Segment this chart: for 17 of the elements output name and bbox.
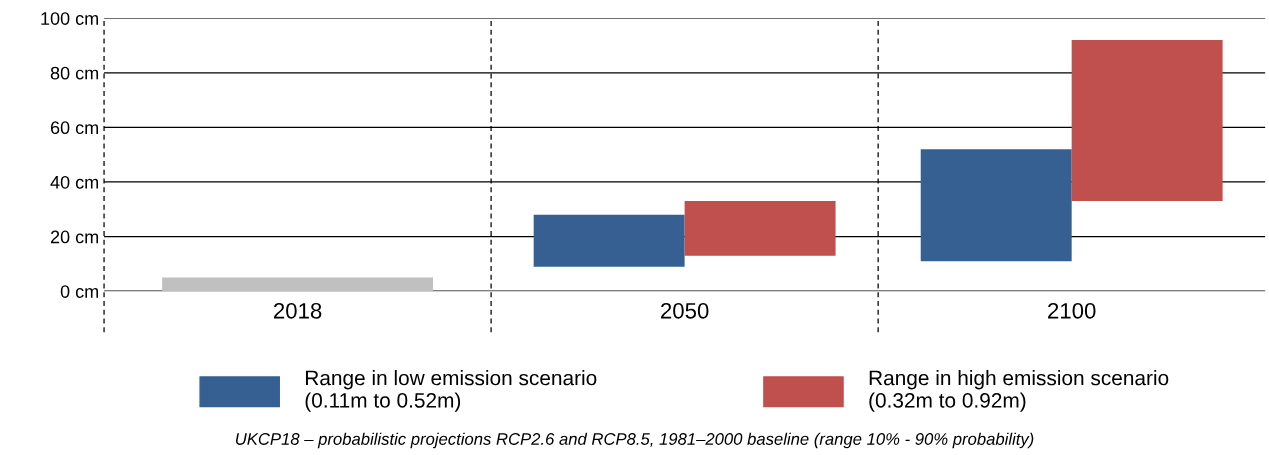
x-tick-label: 2018	[273, 302, 322, 319]
y-tick-label: 40 cm	[50, 175, 99, 189]
y-tick-label: 80 cm	[50, 66, 99, 80]
y-tick-label: 20 cm	[50, 230, 99, 244]
x-tick-label: 2100	[1048, 302, 1096, 319]
bar	[684, 201, 836, 256]
y-tick-label: 60 cm	[50, 121, 99, 135]
bar	[1071, 40, 1223, 202]
x-tick-label: 2050	[661, 302, 709, 319]
y-tick-label: 0 cm	[60, 285, 99, 298]
legend-label: Range in high emission scenario (0.32m to 0.92m)	[869, 370, 1169, 412]
text: UKCP18 – probabilistic projections RCP2.6 and RCP8.5, 1981–2000 baseline (range 10% - 90% probability)	[236, 432, 1034, 449]
legend-label: Range in low emission scenario (0.11m to 0.52m)	[305, 370, 597, 412]
bar	[533, 214, 685, 267]
y-tick-label: 100 cm	[41, 12, 99, 25]
bar	[920, 149, 1072, 262]
bar	[162, 277, 434, 292]
